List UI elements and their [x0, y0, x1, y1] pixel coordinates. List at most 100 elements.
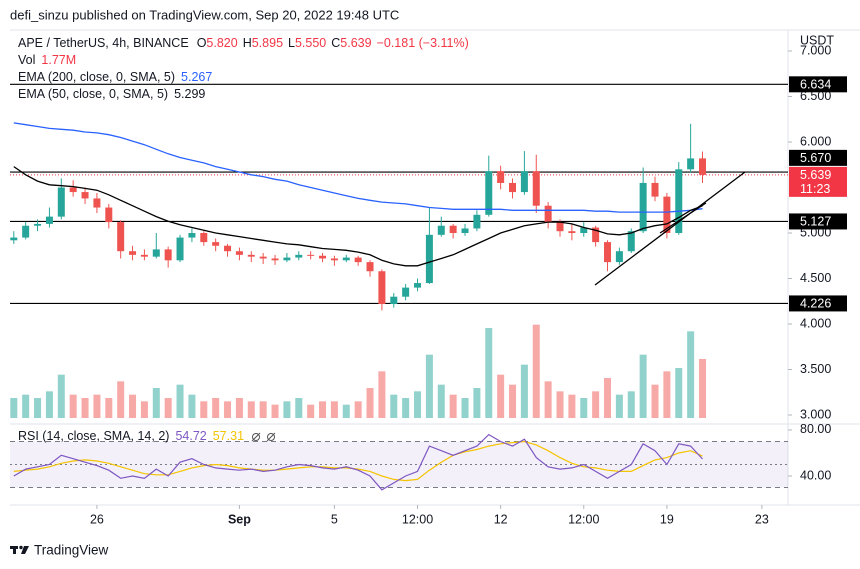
- rsi-line: [13, 433, 703, 491]
- volume-bar: [485, 328, 493, 418]
- x-tick-label: 12:00: [568, 512, 599, 526]
- ohlc-key: L: [288, 36, 295, 50]
- candle-body: [532, 171, 540, 206]
- candle-body: [556, 222, 564, 232]
- volume-bar: [188, 394, 196, 418]
- legend-row: APE / TetherUS, 4h, BINANCE O5.820 H5.895 L…: [18, 36, 469, 50]
- legend-row: RSI (14, close, SMA, 14, 2) 54.72 57.31: [18, 429, 244, 443]
- candle-body: [295, 254, 303, 258]
- candle-body: [520, 171, 528, 193]
- candle-body: [354, 257, 362, 263]
- volume-bar: [651, 384, 659, 418]
- candle-body: [247, 254, 255, 257]
- candle-body: [485, 171, 493, 215]
- volume-bar: [461, 398, 469, 418]
- volume-bar: [354, 401, 362, 418]
- volume-name: Vol: [18, 53, 35, 67]
- volume-bar: [639, 354, 647, 418]
- candle-body: [45, 216, 53, 224]
- trendline: [594, 171, 746, 286]
- volume-bar: [69, 394, 77, 418]
- rsi-tick-label: 40.00: [800, 468, 831, 482]
- candle-body: [568, 231, 576, 234]
- candle-body: [497, 171, 505, 183]
- candle-body: [615, 251, 623, 263]
- rsi-value: 54.72: [175, 429, 206, 443]
- candle-body: [271, 258, 279, 261]
- volume-bar: [212, 398, 220, 418]
- volume-bar: [592, 391, 600, 418]
- volume-bar: [259, 401, 267, 418]
- y-tick-label: 6.000: [800, 134, 831, 148]
- candle-body: [687, 158, 695, 170]
- candle-body: [69, 187, 77, 193]
- candle-body: [366, 262, 374, 272]
- candle-body: [200, 233, 208, 243]
- volume-bar: [129, 394, 137, 418]
- level-label-box: [789, 213, 847, 230]
- volume-bar: [319, 401, 327, 418]
- candle-body: [627, 231, 635, 252]
- volume-bar: [675, 368, 683, 418]
- level-label-box: [789, 295, 847, 312]
- candle-body: [461, 228, 469, 234]
- ohlc-value: 5.550: [295, 36, 326, 50]
- x-tick-label: Sep: [228, 512, 251, 526]
- volume-bar: [520, 364, 528, 418]
- volume-bar: [627, 391, 635, 418]
- candle-body: [663, 196, 671, 234]
- y-tick-label: 4.000: [800, 316, 831, 330]
- legend: APE / TetherUS, 4h, BINANCE O5.820 H5.895 L…: [18, 36, 469, 443]
- candle-body: [639, 182, 647, 232]
- y-tick-label: 3.500: [800, 362, 831, 376]
- candle-body: [93, 198, 101, 208]
- publish-note: defi_sinzu published on TradingView.com,…: [10, 7, 399, 22]
- candle-body: [34, 223, 42, 226]
- trendline: [659, 202, 707, 234]
- candle-body: [592, 227, 600, 243]
- legend-row: EMA (50, close, 0, SMA, 5) 5.299: [18, 87, 205, 101]
- candle-body: [140, 254, 148, 257]
- level-label: 5.670: [800, 151, 831, 165]
- level-label: 4.226: [800, 297, 831, 311]
- ema-line: [13, 166, 703, 267]
- ohlc-value: 5.895: [252, 36, 283, 50]
- volume-bar: [117, 381, 125, 418]
- currency: USDT: [800, 33, 834, 47]
- plot: [10, 83, 788, 491]
- volume-bar: [568, 394, 576, 418]
- last-price-box: [789, 166, 847, 197]
- volume-bar: [544, 381, 552, 418]
- volume-bar: [10, 398, 18, 418]
- volume-bar: [81, 398, 89, 418]
- volume-bar: [663, 371, 671, 418]
- volume-bar: [34, 398, 42, 418]
- brand: TradingView: [34, 543, 109, 558]
- candle-body: [22, 225, 30, 238]
- volume-bar: [414, 391, 422, 418]
- candle-body: [414, 283, 422, 288]
- volume-bar: [497, 374, 505, 418]
- volume-bar: [449, 394, 457, 418]
- rsi-name: RSI (14, close, SMA, 14, 2): [18, 429, 169, 443]
- candle-body: [437, 225, 445, 235]
- volume-bar: [307, 404, 315, 418]
- candle-body: [699, 158, 707, 175]
- level-label: 5.127: [800, 215, 831, 229]
- rsi-tick-label: 80.00: [800, 422, 831, 436]
- candle-body: [307, 254, 315, 256]
- rsi-sma-value: 57.31: [213, 429, 244, 443]
- series-name: EMA (200, close, 0, SMA, 5): [18, 70, 175, 84]
- candle-body: [10, 237, 18, 241]
- volume-bar: [604, 378, 612, 418]
- volume-bar: [283, 401, 291, 418]
- y-tick-label: 7.000: [800, 43, 831, 57]
- volume-bar: [200, 401, 208, 418]
- x-tick-label: 12:00: [402, 512, 433, 526]
- volume-bar: [176, 384, 184, 418]
- candle-body: [235, 251, 243, 255]
- ohlc-key: O: [197, 36, 207, 50]
- candle-body: [378, 271, 386, 304]
- logo: [10, 545, 29, 554]
- legend-row: EMA (200, close, 0, SMA, 5) 5.267: [18, 70, 212, 84]
